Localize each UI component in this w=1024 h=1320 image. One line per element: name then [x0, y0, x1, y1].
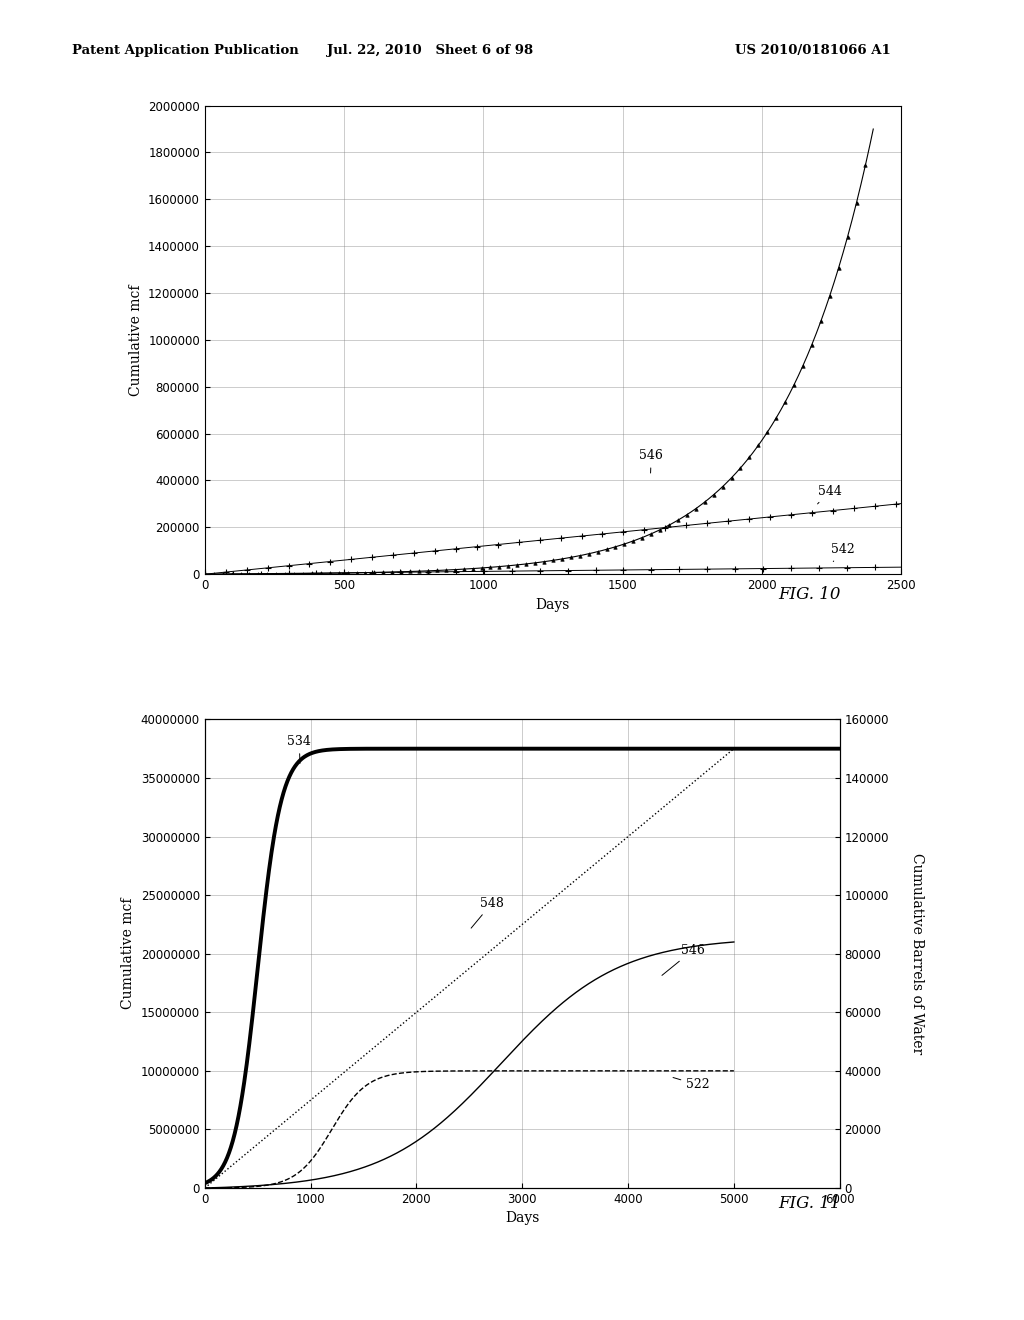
Y-axis label: Cumulative mcf: Cumulative mcf [121, 898, 135, 1010]
Text: Patent Application Publication: Patent Application Publication [72, 44, 298, 57]
Text: 546: 546 [639, 449, 664, 473]
Text: 546: 546 [662, 944, 705, 975]
Text: 542: 542 [831, 543, 855, 561]
Text: FIG. 11: FIG. 11 [778, 1195, 841, 1212]
Text: FIG. 10: FIG. 10 [778, 586, 841, 603]
Text: 534: 534 [288, 735, 311, 763]
Y-axis label: Cumulative Barrels of Water: Cumulative Barrels of Water [910, 853, 924, 1055]
X-axis label: Days: Days [505, 1212, 540, 1225]
Y-axis label: Cumulative mcf: Cumulative mcf [128, 284, 142, 396]
Text: 522: 522 [673, 1077, 710, 1092]
Text: 544: 544 [817, 484, 842, 504]
X-axis label: Days: Days [536, 598, 570, 611]
Text: 548: 548 [471, 896, 504, 928]
Text: US 2010/0181066 A1: US 2010/0181066 A1 [735, 44, 891, 57]
Text: Jul. 22, 2010   Sheet 6 of 98: Jul. 22, 2010 Sheet 6 of 98 [327, 44, 534, 57]
